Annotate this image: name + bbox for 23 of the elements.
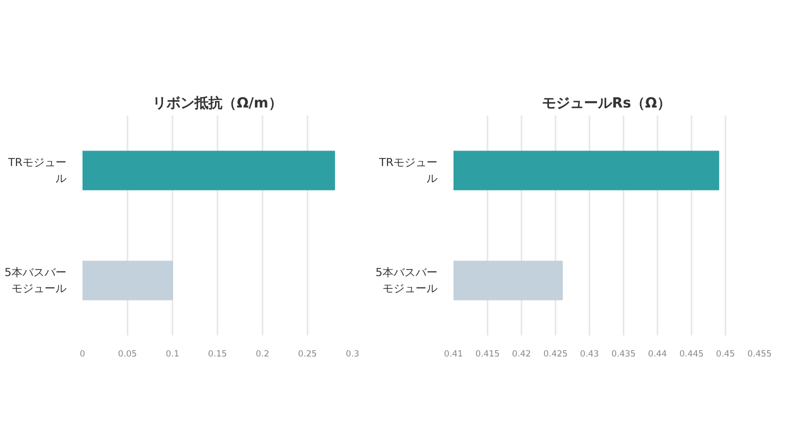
x-tick-label: 0.45 [716,350,735,360]
x-tick-label: 0.2 [256,350,270,360]
x-tick-label: 0 [80,350,86,360]
chart-title: モジュールRs（Ω） [542,96,672,112]
x-tick-label: 0.43 [580,350,599,360]
x-tick-label: 0.415 [475,350,500,360]
x-tick-label: 0.05 [118,350,137,360]
x-tick-label: 0.41 [444,350,463,360]
x-tick-label: 0.42 [512,350,531,360]
x-tick-label: 0.44 [648,350,667,360]
x-tick-label: 0.445 [679,350,704,360]
x-tick-label: 0.3 [346,350,360,360]
x-tick-label: 0.1 [166,350,180,360]
y-tick-label: 5本バスバーモジュール [4,266,66,295]
chart-title: リボン抵抗（Ω/m） [152,96,282,112]
x-tick-label: 0.425 [543,350,568,360]
y-tick-label: TRモジュール [7,156,67,185]
x-tick-label: 0.15 [208,350,227,360]
x-tick-label: 0.25 [298,350,317,360]
x-tick-label: 0.435 [611,350,636,360]
y-tick-label: TRモジュール [378,156,438,185]
x-tick-label: 0.455 [747,350,772,360]
y-tick-label: 5本バスバーモジュール [376,266,438,295]
